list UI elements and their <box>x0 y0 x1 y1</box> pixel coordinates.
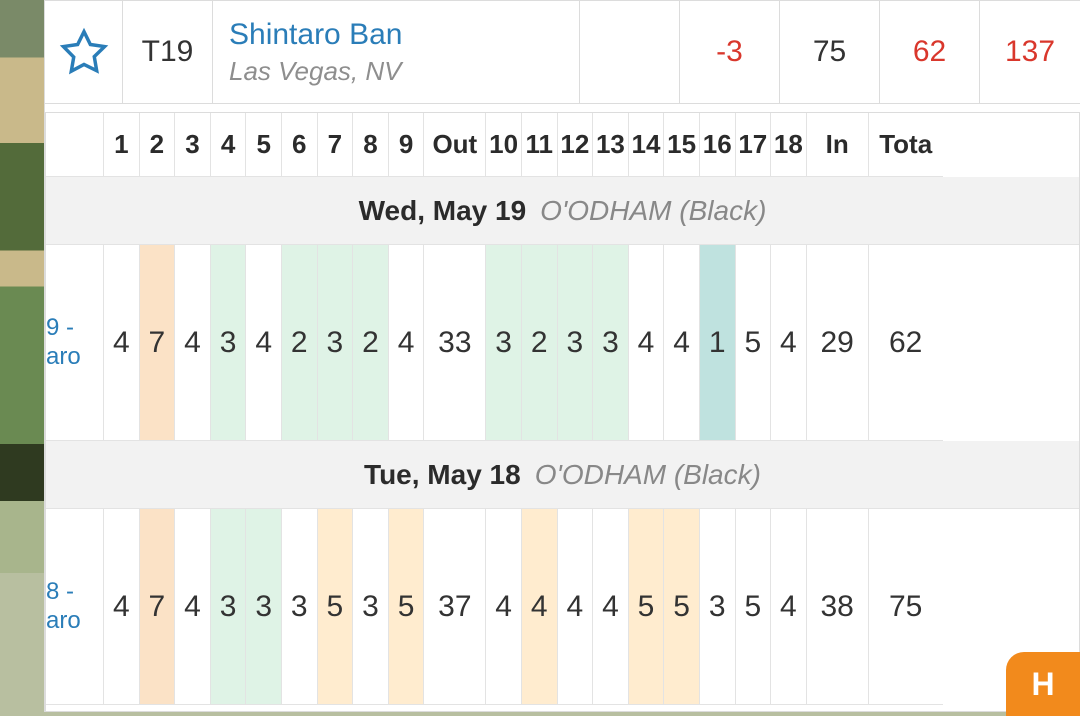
player-row[interactable]: T19 Shintaro Ban Las Vegas, NV -3 75 62 … <box>45 0 1080 104</box>
round-b-row: 8 -aro474333535374444553543875 <box>46 509 1079 705</box>
player-name[interactable]: Shintaro Ban <box>229 18 563 52</box>
rb-total: 75 <box>869 509 943 705</box>
rb-h7: 5 <box>318 509 354 705</box>
hdr-hole-14: 14 <box>629 113 665 177</box>
rb-in: 38 <box>807 509 869 705</box>
ra-h3: 4 <box>175 245 211 441</box>
hdr-hole-11: 11 <box>522 113 558 177</box>
rb-label: 8 -aro <box>46 509 104 705</box>
rb-h11: 4 <box>522 509 558 705</box>
ra-h4: 3 <box>211 245 247 441</box>
hdr-hole-1: 1 <box>104 113 140 177</box>
player-location: Las Vegas, NV <box>229 56 563 87</box>
hdr-in: In <box>807 113 869 177</box>
hdr-hole-17: 17 <box>736 113 772 177</box>
round-a-course: O'ODHAM (Black) <box>540 195 766 227</box>
help-fab-label: H <box>1031 666 1054 703</box>
round-b-date: Tue, May 18 <box>364 459 521 491</box>
hdr-hole-8: 8 <box>353 113 389 177</box>
rb-out: 37 <box>424 509 486 705</box>
ra-label: 9 -aro <box>46 245 104 441</box>
ra-h18: 4 <box>771 245 807 441</box>
ra-h9: 4 <box>389 245 425 441</box>
round-b-course: O'ODHAM (Black) <box>535 459 761 491</box>
rb-h5: 3 <box>246 509 282 705</box>
hdr-blank <box>46 113 104 177</box>
ra-h14: 4 <box>629 245 665 441</box>
rb-h14: 5 <box>629 509 665 705</box>
ra-h11: 2 <box>522 245 558 441</box>
rb-h9: 5 <box>389 509 425 705</box>
hdr-hole-10: 10 <box>486 113 522 177</box>
ra-total: 62 <box>869 245 943 441</box>
rb-h4: 3 <box>211 509 247 705</box>
rb-h3: 4 <box>175 509 211 705</box>
rb-h6: 3 <box>282 509 318 705</box>
hdr-hole-13: 13 <box>593 113 629 177</box>
ra-h1: 4 <box>104 245 140 441</box>
player-info[interactable]: Shintaro Ban Las Vegas, NV <box>213 1 580 103</box>
rb-h16: 3 <box>700 509 736 705</box>
ra-h7: 3 <box>318 245 354 441</box>
ra-in: 29 <box>807 245 869 441</box>
rb-h1: 4 <box>104 509 140 705</box>
hdr-hole-3: 3 <box>175 113 211 177</box>
ra-h5: 4 <box>246 245 282 441</box>
rb-h8: 3 <box>353 509 389 705</box>
hdr-hole-12: 12 <box>558 113 594 177</box>
hdr-hole-4: 4 <box>211 113 247 177</box>
hdr-hole-16: 16 <box>700 113 736 177</box>
rb-h17: 5 <box>736 509 772 705</box>
thru-cell <box>580 1 680 103</box>
leaderboard-panel: T19 Shintaro Ban Las Vegas, NV -3 75 62 … <box>44 0 1080 712</box>
hdr-hole-7: 7 <box>318 113 354 177</box>
ra-h15: 4 <box>664 245 700 441</box>
hdr-hole-15: 15 <box>664 113 700 177</box>
position-cell: T19 <box>123 1 213 103</box>
hdr-total: Tota <box>869 113 943 177</box>
round-a-row: 9 -aro474342324333233441542962 <box>46 245 1079 441</box>
rb-h10: 4 <box>486 509 522 705</box>
hdr-out: Out <box>424 113 486 177</box>
ra-h6: 2 <box>282 245 318 441</box>
ra-h10: 3 <box>486 245 522 441</box>
round-a-title: Wed, May 19 O'ODHAM (Black) <box>46 177 1079 245</box>
ra-h13: 3 <box>593 245 629 441</box>
round-b-title: Tue, May 18 O'ODHAM (Black) <box>46 441 1079 509</box>
rb-h12: 4 <box>558 509 594 705</box>
r2-cell: 62 <box>880 1 980 103</box>
hdr-hole-9: 9 <box>389 113 425 177</box>
total-cell: 137 <box>980 1 1080 103</box>
topar-cell: -3 <box>680 1 780 103</box>
rb-h18: 4 <box>771 509 807 705</box>
round-a-date: Wed, May 19 <box>359 195 527 227</box>
rb-h2: 7 <box>140 509 176 705</box>
ra-h16: 1 <box>700 245 736 441</box>
hdr-hole-18: 18 <box>771 113 807 177</box>
help-fab[interactable]: H <box>1006 652 1080 716</box>
favorite-toggle[interactable] <box>45 1 123 103</box>
star-icon <box>58 26 110 78</box>
scorecard-header: 123456789Out101112131415161718InTota <box>46 113 1079 177</box>
ra-h2: 7 <box>140 245 176 441</box>
r1-cell: 75 <box>780 1 880 103</box>
rb-h13: 4 <box>593 509 629 705</box>
rb-h15: 5 <box>664 509 700 705</box>
hdr-hole-6: 6 <box>282 113 318 177</box>
ra-out: 33 <box>424 245 486 441</box>
hdr-hole-2: 2 <box>140 113 176 177</box>
scorecard: 123456789Out101112131415161718InTota Wed… <box>45 112 1080 712</box>
ra-h17: 5 <box>736 245 772 441</box>
hdr-hole-5: 5 <box>246 113 282 177</box>
ra-h12: 3 <box>558 245 594 441</box>
ra-h8: 2 <box>353 245 389 441</box>
